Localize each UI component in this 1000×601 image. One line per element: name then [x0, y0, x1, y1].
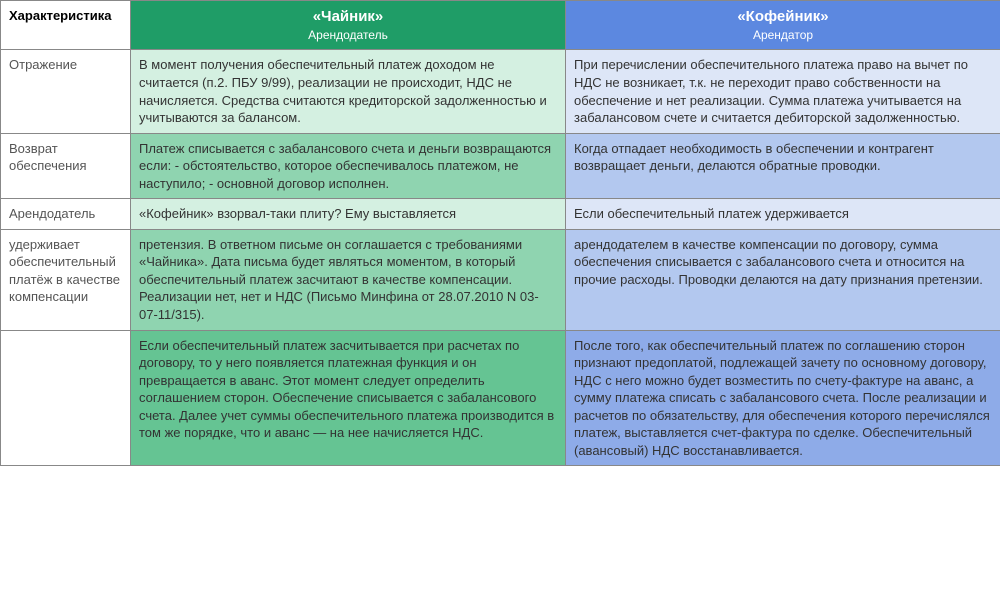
coffee-cell-2: Когда отпадает необходимость в обеспечен… [566, 133, 1000, 199]
header-coffee: «Кофейник» Арендатор [566, 1, 1000, 50]
coffee-cell-4: арендодателем в качестве компенсации по … [566, 229, 1000, 330]
header-row: Характеристика «Чайник» Арендодатель «Ко… [1, 1, 1000, 50]
comparison-table: Характеристика «Чайник» Арендодатель «Ко… [0, 0, 1000, 466]
header-characteristic: Характеристика [1, 1, 131, 50]
teapot-cell-1: В момент получения обеспечительный плате… [131, 50, 566, 133]
coffee-cell-5: После того, как обеспечительный платеж п… [566, 330, 1000, 466]
table-row: Если обеспечительный платеж засчитываетс… [1, 330, 1000, 466]
char-cell-2: Возврат обеспечения [1, 133, 131, 199]
table-row: Возврат обеспечения Платеж списывается с… [1, 133, 1000, 199]
table-row: удерживает обеспечительный платёж в каче… [1, 229, 1000, 330]
char-cell-3: Арендодатель [1, 199, 131, 230]
teapot-cell-5: Если обеспечительный платеж засчитываетс… [131, 330, 566, 466]
char-cell-4: удерживает обеспечительный платёж в каче… [1, 229, 131, 330]
char-cell-1: Отражение [1, 50, 131, 133]
teapot-cell-2: Платеж списывается с забалансового счета… [131, 133, 566, 199]
teapot-cell-4: претензия. В ответном письме он соглашае… [131, 229, 566, 330]
coffee-cell-3: Если обеспечительный платеж удерживается [566, 199, 1000, 230]
teapot-subtitle: Арендодатель [139, 27, 557, 43]
table-row: Арендодатель «Кофейник» взорвал-таки пли… [1, 199, 1000, 230]
coffee-subtitle: Арендатор [574, 27, 992, 43]
teapot-cell-3: «Кофейник» взорвал-таки плиту? Ему выста… [131, 199, 566, 230]
teapot-title: «Чайник» [139, 7, 557, 27]
char-cell-5 [1, 330, 131, 466]
coffee-title: «Кофейник» [574, 7, 992, 27]
coffee-cell-1: При перечислении обеспечительного платеж… [566, 50, 1000, 133]
header-teapot: «Чайник» Арендодатель [131, 1, 566, 50]
table-row: Отражение В момент получения обеспечител… [1, 50, 1000, 133]
